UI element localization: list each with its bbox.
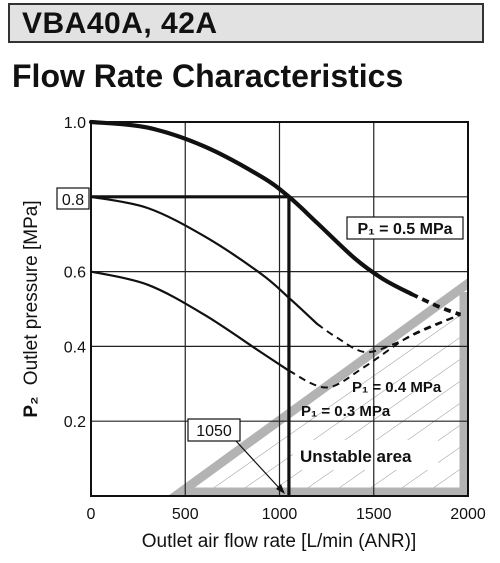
ref-y-box <box>56 187 90 210</box>
ref-x-arrowhead <box>276 484 285 494</box>
unstable-area <box>167 278 468 496</box>
series-label-2: P₁ = 0.3 MPa <box>301 403 391 420</box>
plot-frame <box>90 121 469 497</box>
y-axis-title-group: P₂ Outlet pressure [MPa] <box>21 200 42 417</box>
ref-y-label: 0.8 <box>62 192 84 209</box>
x-tick-label-0: 0 <box>87 506 96 523</box>
series-line-2 <box>89 270 290 372</box>
series-label-1: P₁ = 0.4 MPa <box>352 379 442 396</box>
reference-lines <box>91 195 291 496</box>
unstable-area-label: Unstable area <box>300 447 412 466</box>
y-axis-title-rest: Outlet pressure [MPa] <box>21 200 42 385</box>
series-lines <box>88 119 462 389</box>
y-tick-label-1: 0.4 <box>64 339 86 356</box>
ref-x-box <box>187 418 241 442</box>
x-tick-label-3: 1500 <box>356 506 392 523</box>
y-axis-title-prefix: P₂ <box>21 396 42 417</box>
y-tick-label-0: 0.2 <box>64 414 86 431</box>
x-tick-label-4: 2000 <box>450 506 486 523</box>
x-tick-label-1: 500 <box>172 506 199 523</box>
series-label-box-0 <box>346 216 464 240</box>
ref-x-label: 1050 <box>196 423 232 440</box>
x-axis-title: Outlet air flow rate [L/min (ANR)] <box>142 531 417 552</box>
y-axis-title: P₂ Outlet pressure [MPa] <box>21 200 42 417</box>
series-dashed-line-0 <box>410 292 462 317</box>
x-tick-label-2: 1000 <box>262 506 298 523</box>
series-label-0: P₁ = 0.5 MPa <box>357 221 452 238</box>
tick-labels: 0 500 1000 1500 2000 0.2 0.4 0.6 1.0 <box>64 115 486 523</box>
series-line-0 <box>88 119 414 297</box>
y-tick-label-4: 1.0 <box>64 115 86 132</box>
ref-x-arrow <box>235 440 282 491</box>
series-dashed-line-2 <box>288 313 461 389</box>
section-title: Flow Rate Characteristics <box>12 58 404 94</box>
series-line-1 <box>89 195 319 326</box>
model-title: VBA40A, 42A <box>22 7 218 40</box>
model-title-bar: VBA40A, 42A <box>8 3 484 43</box>
y-tick-label-2: 0.6 <box>64 265 86 282</box>
